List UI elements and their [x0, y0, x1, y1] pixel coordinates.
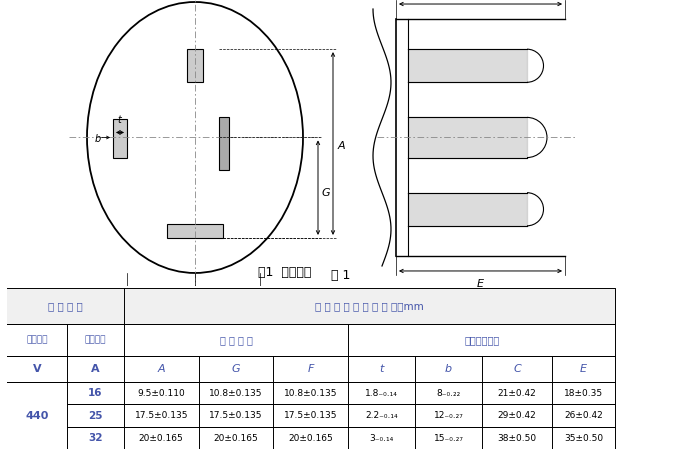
Text: 26±0.42: 26±0.42 [564, 411, 603, 420]
Text: A: A [338, 141, 346, 151]
Bar [167, 224, 223, 238]
Text: 20±0.165: 20±0.165 [213, 434, 258, 443]
Text: 17.5±0.135: 17.5±0.135 [134, 411, 188, 420]
Text: 表 1: 表 1 [331, 269, 351, 282]
Text: V: V [33, 364, 41, 374]
Text: 18±0.35: 18±0.35 [564, 389, 603, 398]
Text: A: A [91, 364, 100, 374]
Text: 10.8±0.135: 10.8±0.135 [284, 389, 338, 398]
Text: F: F [308, 364, 314, 374]
Text: 开 档 距 离: 开 档 距 离 [220, 335, 252, 345]
Text: 29±0.42: 29±0.42 [498, 411, 537, 420]
Text: C: C [514, 364, 521, 374]
Text: 插头插销尺寸: 插头插销尺寸 [464, 335, 499, 345]
Text: t: t [117, 115, 121, 125]
Text: E: E [477, 279, 484, 289]
Text: 38±0.50: 38±0.50 [498, 434, 537, 443]
Text: 20±0.165: 20±0.165 [139, 434, 183, 443]
Text: 8₋₀.₂₂: 8₋₀.₂₂ [436, 389, 461, 398]
Text: 9.5±0.110: 9.5±0.110 [137, 389, 185, 398]
Text: 3₋₀.₁₄: 3₋₀.₁₄ [370, 434, 394, 443]
Text: 12₋₀.₂₇: 12₋₀.₂₇ [434, 411, 464, 420]
Text: 440: 440 [25, 410, 48, 420]
Text: 2.2₋₀.₁₄: 2.2₋₀.₁₄ [366, 411, 398, 420]
Text: b: b [95, 134, 101, 144]
Text: 17.5±0.135: 17.5±0.135 [209, 411, 263, 420]
Text: 16: 16 [88, 388, 102, 398]
Text: 20±0.165: 20±0.165 [288, 434, 333, 443]
Text: E: E [580, 364, 587, 374]
Bar [124, 288, 615, 324]
Text: 三 相 插 头 的 主 要 尺 寸，mm: 三 相 插 头 的 主 要 尺 寸，mm [315, 301, 424, 311]
Text: 额定电流: 额定电流 [85, 336, 106, 345]
Text: G: G [321, 188, 329, 197]
Text: t: t [380, 364, 384, 374]
Text: 17.5±0.135: 17.5±0.135 [284, 411, 338, 420]
Bar [7, 288, 124, 324]
Text: 32: 32 [88, 433, 102, 443]
Text: 基 本 参 数: 基 本 参 数 [48, 301, 83, 311]
Text: b: b [445, 364, 452, 374]
Bar [113, 119, 127, 158]
Text: 额定电压: 额定电压 [26, 336, 48, 345]
Bar [187, 49, 203, 82]
Text: 35±0.50: 35±0.50 [564, 434, 603, 443]
Text: 21±0.42: 21±0.42 [498, 389, 537, 398]
Bar [219, 118, 229, 170]
Text: F: F [222, 300, 228, 310]
Text: 1.8₋₀.₁₄: 1.8₋₀.₁₄ [366, 389, 398, 398]
Text: 25: 25 [88, 410, 102, 420]
Text: 15₋₀.₂₇: 15₋₀.₂₇ [434, 434, 464, 443]
Text: 10.8±0.135: 10.8±0.135 [209, 389, 263, 398]
Text: A: A [158, 364, 165, 374]
Text: F: F [155, 300, 162, 310]
Text: G: G [232, 364, 240, 374]
Text: 图1  三相插头: 图1 三相插头 [258, 266, 312, 279]
